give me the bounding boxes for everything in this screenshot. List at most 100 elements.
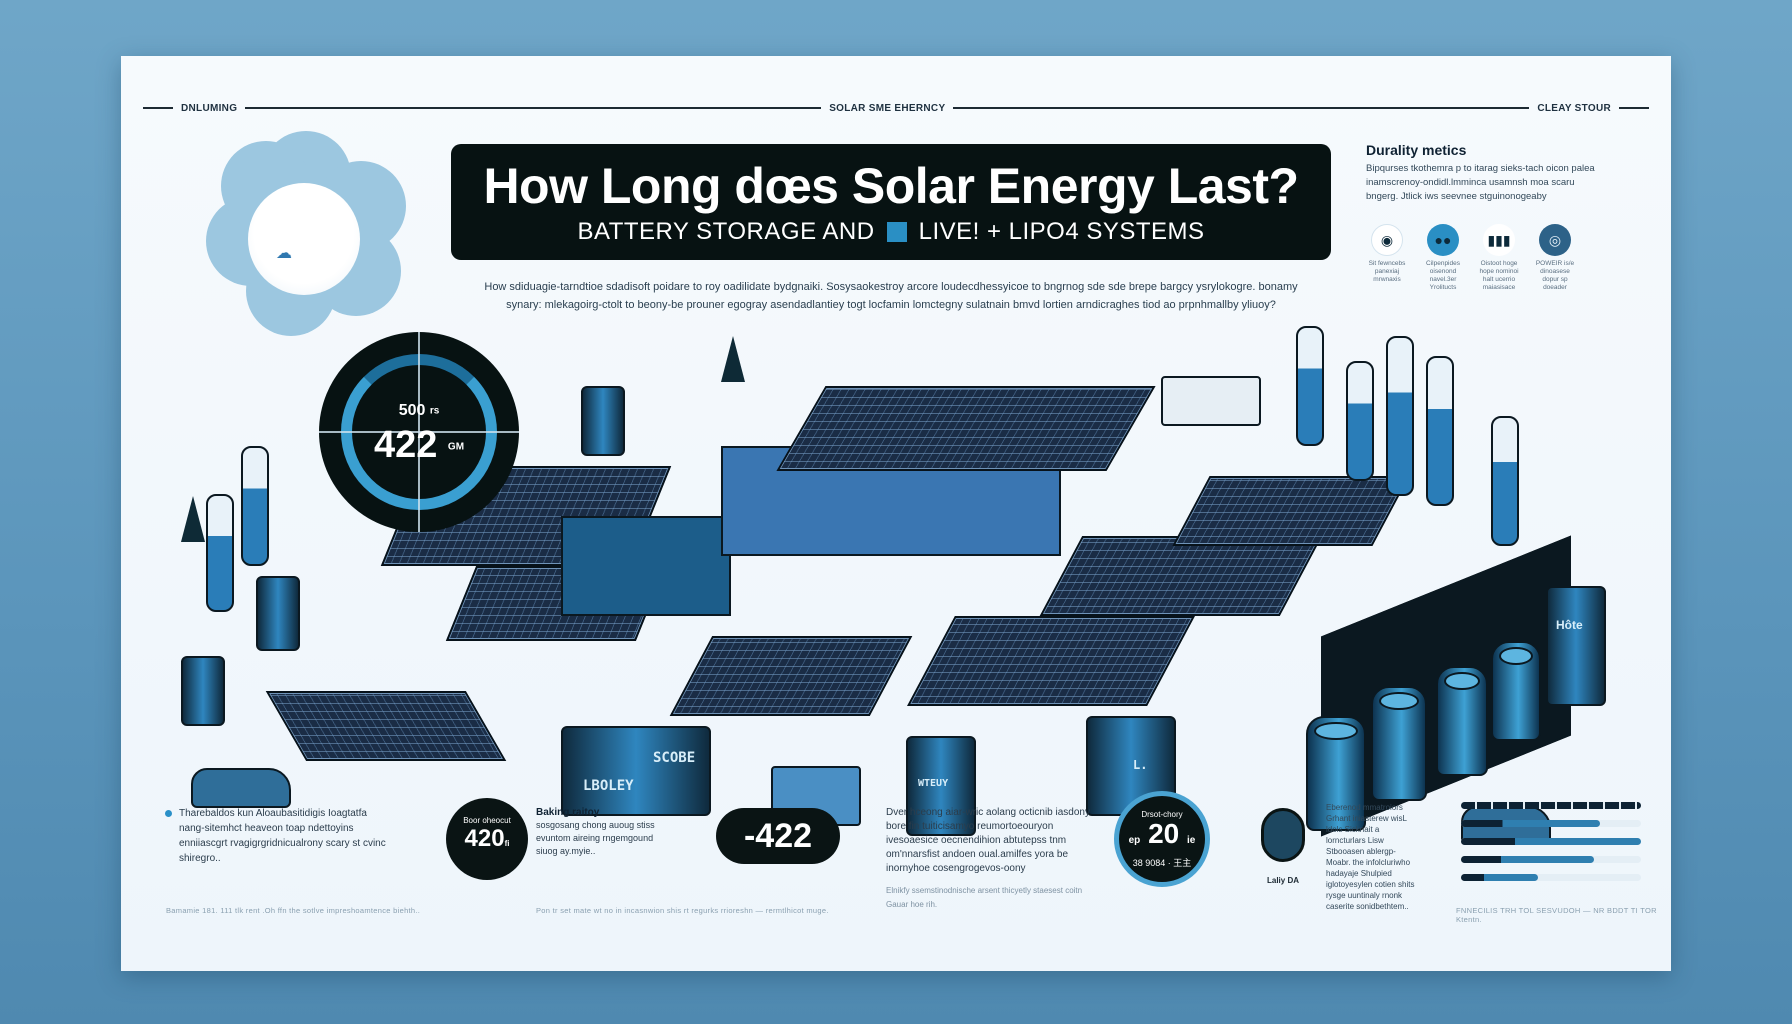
cloud-icon: ☁	[276, 245, 292, 262]
battery-tube	[1296, 326, 1324, 446]
subtitle: BATTERY STORAGE AND LIVE! + LIPO4 SYSTEM…	[451, 218, 1331, 246]
progress-bar	[1461, 856, 1641, 863]
bar-fill	[1461, 802, 1641, 809]
progress-bar	[1461, 874, 1641, 881]
metrics-panel: Durality metics Bipqurses tkothemra p to…	[1366, 142, 1596, 292]
infographic-card: DNLUMING SOLAR SME EHERNCY CLEAY STOUR ☁…	[121, 56, 1671, 971]
bar-fill	[1461, 856, 1595, 863]
stat-circle-label: Boor oheocut	[463, 816, 511, 825]
metric-caption: Sit fewncebs panexiaj mrwnaxis	[1368, 260, 1406, 283]
spiral-badge-icon	[1261, 808, 1305, 862]
header-center-label: SOLAR SME EHERNCY	[829, 102, 946, 114]
battery-lbaley: LBOLEY SCOBE	[561, 726, 711, 816]
battery-label: LBOLEY	[583, 778, 634, 794]
battery-block	[581, 386, 625, 456]
subtitle-left: BATTERY STORAGE AND	[577, 218, 875, 245]
subtitle-right: LIVE! + LIPO4 SYSTEMS	[918, 218, 1205, 245]
footnote-4: FNNECILIS TRH TOL SESVUDOH — NR BDDT TI …	[1456, 906, 1657, 924]
progress-bars	[1461, 802, 1641, 892]
battery-block	[181, 656, 225, 726]
stat-text-3: Dver hceong aiar-wric aolang octicnib ia…	[886, 806, 1096, 912]
stat-text-3-note: Elnikfy ssemstinodnische arsent thicyetl…	[886, 886, 1083, 909]
battery-tube	[206, 494, 234, 612]
stat-circle-value: 420fi	[446, 825, 528, 853]
solar-panel	[907, 616, 1195, 706]
metric-item: ◉ Sit fewncebs panexiaj mrwnaxis	[1366, 224, 1408, 292]
stat-dial-20: Drsot-chory ep 20 ie 38 9084 · 王主	[1114, 791, 1210, 887]
badge-label: Laliy DA	[1266, 876, 1299, 885]
blue-square-icon	[886, 222, 907, 242]
lifespan-gauge: 500 rs 422 GM	[319, 332, 519, 532]
battery-tube	[241, 446, 269, 566]
top-rule: DNLUMING SOLAR SME EHERNCY CLEAY STOUR	[143, 101, 1650, 115]
solar-panel	[1039, 536, 1323, 616]
metric-item: ◎ POWEIR is/e dinoasese dopur sp doeader	[1534, 224, 1576, 292]
dial-prefix: ep	[1128, 835, 1141, 846]
gauge-main-number: 422	[373, 424, 438, 466]
metric-caption: Cilpenpides oisenond navel.3er Yrolituct…	[1426, 260, 1460, 291]
page-title: How Long dœs Solar Energy Last?	[483, 158, 1299, 214]
header-left-label: DNLUMING	[181, 102, 238, 114]
solar-panel	[265, 691, 507, 761]
target-icon: ◎	[1539, 224, 1571, 256]
footnote-2: Pon tr set mate wt no in incasnwion shis…	[536, 906, 829, 915]
metric-caption: Oistoot hoge hope nominoi halt ucerrio m…	[1479, 260, 1519, 291]
metric-item: ▮▮▮ Oistoot hoge hope nominoi halt ucerr…	[1478, 224, 1520, 292]
cylinder-battery	[1306, 716, 1366, 831]
car-icon	[191, 768, 291, 808]
battery-label: Hôte	[1556, 618, 1583, 632]
crosshair-v	[418, 332, 420, 532]
dial-value: ep 20 ie	[1119, 819, 1205, 856]
metric-item: ●● Cilpenpides oisenond navel.3er Yrolit…	[1422, 224, 1464, 292]
battery-hote: Hôte	[1546, 586, 1606, 706]
stat-circle-unit: fi	[504, 839, 510, 848]
battery-block	[256, 576, 300, 651]
delivery-truck-icon	[1161, 376, 1261, 426]
gauge-top-number: 500	[398, 402, 426, 419]
battery-label: SCOBE	[653, 750, 696, 766]
metrics-description: Bipqurses tkothemra p to itarag sieks-ta…	[1366, 163, 1595, 202]
metric-caption: POWEIR is/e dinoasese dopur sp doeader	[1535, 260, 1575, 291]
dial-sub: 38 9084 · 王主	[1132, 858, 1192, 868]
play-circle-icon: ◉	[1371, 224, 1403, 256]
header-right-label: CLEAY STOUR	[1537, 102, 1612, 114]
stat-circle-number: 420	[464, 825, 505, 852]
stat-text-2-title: Baking raitoy	[536, 807, 600, 818]
stat-pill: -422	[716, 808, 840, 864]
progress-bar	[1461, 838, 1641, 845]
sun-flower-graphic: ☁	[206, 131, 406, 336]
dial-unit: ie	[1187, 835, 1196, 846]
dial-number: 20	[1148, 818, 1180, 849]
bullet-dot-icon	[165, 810, 172, 817]
stat-text-2: Baking raitoy sosgosang chong auoug stis…	[536, 806, 656, 858]
stat-text-4: Eberenod mmatroiors Grhant iniasterew wi…	[1326, 803, 1415, 911]
gauge-main-value: 422 GM	[319, 424, 519, 467]
tree-icon	[721, 336, 745, 382]
gauge-top-unit: rs	[429, 405, 440, 417]
bar-fill	[1461, 838, 1641, 845]
metrics-title: Durality metics	[1366, 142, 1467, 158]
intro-paragraph: How sdiduagie-tarndtioe sdadisoft poidar…	[484, 281, 1298, 311]
bar-fill	[1461, 874, 1539, 881]
sun-icon	[248, 183, 360, 295]
bottom-stats-row: Tharebaldos kun Aloaubasitidigis Ioagtat…	[121, 786, 1671, 966]
dial-label: Drsot-chory	[1141, 810, 1183, 819]
battery-tube	[1426, 356, 1454, 506]
rule-segment	[245, 107, 822, 109]
metrics-grid: ◉ Sit fewncebs panexiaj mrwnaxis ●● Cilp…	[1366, 224, 1596, 292]
battery-label: L.	[1133, 758, 1148, 772]
storage-shed	[561, 516, 731, 616]
bar-chart-icon: ▮▮▮	[1483, 224, 1515, 256]
battery-cells-icon: ●●	[1427, 224, 1459, 256]
solar-panel-roof	[776, 386, 1156, 471]
battery-tube	[1491, 416, 1519, 546]
rule-lead	[143, 107, 173, 109]
battery-tall: WTEUY	[906, 736, 976, 836]
rule-tail	[1619, 107, 1650, 109]
battery-label: WTEUY	[918, 778, 949, 789]
stat-text-3-body: Dver hceong aiar-wric aolang octicnib ia…	[886, 807, 1090, 874]
rule-segment	[953, 107, 1530, 109]
cylinder-battery	[1491, 641, 1541, 741]
stat-text-1: Tharebaldos kun Aloaubasitidigis Ioagtat…	[165, 806, 389, 866]
footnote-1: Bamamie 181. 111 tlk rent .Oh ffn the so…	[166, 906, 421, 915]
